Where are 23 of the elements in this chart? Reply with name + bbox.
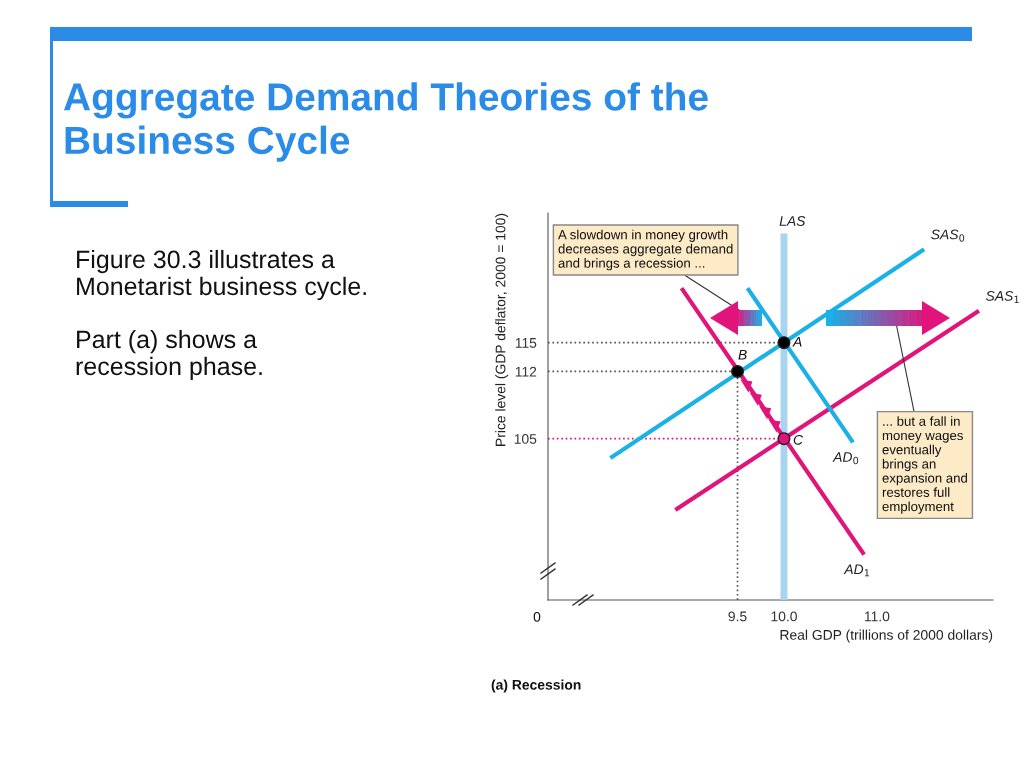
y-tick-label: 105 (514, 434, 537, 444)
chart-title: Aggregate Demand Theories of the Business Cycle (63, 82, 708, 162)
x-axis-title: Real GDP (trillions of 2000 dollars) (780, 629, 993, 643)
series-label: SAS$_{1}$ (985, 290, 1019, 303)
y-tick-label: 112 (515, 366, 537, 377)
annotation: A (792, 337, 802, 347)
x-tick-label: 9.5 (728, 611, 747, 622)
y-tick-label: 115 (515, 338, 537, 348)
x-tick-label: 11.0 (864, 611, 890, 622)
series-label: AD$_{0}$ (832, 452, 859, 465)
caption: Figure 30.3 illustrates a Monetarist business cycle. (77, 249, 366, 301)
annotation: C (793, 434, 804, 445)
text: (a) Recession (491, 679, 581, 693)
y-axis-title: Price level (GDP deflator, 2000 = 100) (495, 213, 509, 446)
annotation: B (738, 350, 747, 360)
series-label: LAS (779, 216, 806, 226)
text: 0 (533, 611, 541, 622)
text: Part (a) shows a recession phase. (76, 329, 262, 381)
x-tick-label: 10.0 (771, 611, 797, 622)
annotation: ... but a fall in money wages eventually brings an expansion and restores full employment (882, 416, 967, 514)
annotation: A slowdown in money growth decreases aggregate demand and brings a recession ... (558, 229, 733, 271)
series-label: SAS$_{0}$ (931, 229, 965, 242)
series-label: AD$_{1}$ (843, 564, 870, 577)
